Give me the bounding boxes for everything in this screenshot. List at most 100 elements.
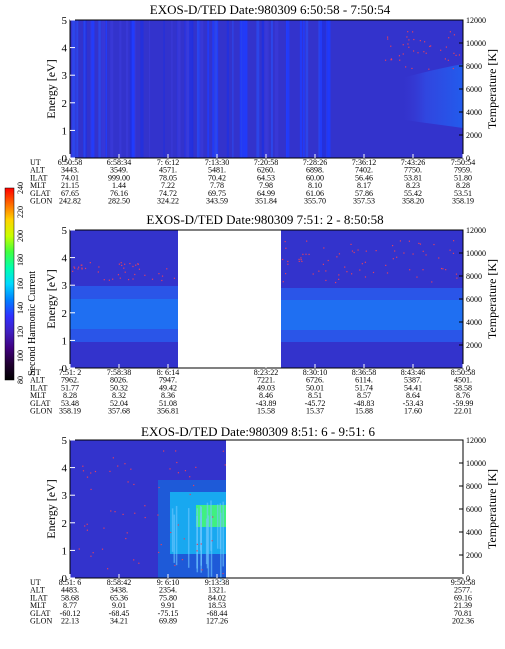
table-cell: 70.42 [208, 173, 226, 182]
heatmap-dot [390, 45, 392, 47]
table-cell: 34.21 [110, 617, 128, 626]
heatmap-dot [407, 31, 409, 33]
heatmap-dot [298, 258, 300, 260]
heatmap-dot [123, 267, 125, 269]
heatmap-dot [137, 263, 139, 265]
table-cell: 7750. [404, 166, 422, 175]
heatmap-dot [112, 278, 114, 280]
y-right-tick-label: 6000 [466, 295, 482, 304]
heatmap-dot [338, 253, 341, 255]
heatmap-dot [385, 264, 387, 266]
heatmap-dot [449, 31, 451, 33]
heatmap-dot [408, 240, 411, 242]
heatmap-dot [306, 240, 308, 242]
heatmap-stripe [303, 20, 305, 158]
table-cell: 74.72 [159, 189, 177, 198]
table-cell: 69.16 [454, 593, 472, 602]
y-right-tick-label: 6000 [466, 505, 482, 514]
table-cell: -53.43 [403, 399, 424, 408]
heatmap-dot [440, 267, 443, 270]
heatmap-dot [346, 271, 348, 273]
heatmap-dot [212, 516, 214, 518]
heatmap-dot [438, 257, 440, 259]
heatmap-dot [336, 256, 338, 258]
table-cell: 7:50:54 [451, 158, 475, 167]
heatmap-dot [412, 50, 415, 52]
heatmap-dot [144, 505, 146, 507]
heatmap-dot [90, 472, 92, 474]
heatmap-dot [132, 265, 134, 268]
colorbar-label: Second Harmonic Current [27, 271, 38, 376]
table-cell: 6:58:34 [107, 158, 131, 167]
panel-2-band-right-inner [281, 300, 463, 330]
y-tick-label: 0 [62, 153, 68, 165]
table-row-label: MLT [30, 181, 46, 190]
heatmap-dot [424, 41, 426, 43]
table-cell: 351.84 [255, 197, 277, 206]
y-tick-label: 2 [62, 308, 68, 320]
table-cell: 7:36:12 [352, 158, 376, 167]
table-cell: 7947. [159, 376, 177, 385]
heatmap-stripe [189, 20, 194, 158]
y-right-tick-label: 4000 [466, 528, 482, 537]
heatmap-streak [196, 515, 198, 569]
y-right-tick-label: 4000 [466, 318, 482, 327]
heatmap-stripe [214, 20, 218, 158]
table-cell: 2577. [454, 586, 472, 595]
y-tick-label: 2 [62, 518, 68, 530]
table-cell: 8.77 [63, 601, 77, 610]
heatmap-stripe [239, 20, 242, 158]
heatmap-dot [112, 457, 114, 459]
table-cell: 69.75 [208, 189, 226, 198]
heatmap-streak [222, 501, 224, 567]
panel-3-title: EXOS-D/TED Date:980309 8:51: 6 - 9:51: 6 [141, 424, 375, 439]
heatmap-stripe [270, 20, 273, 158]
table-cell: 7.78 [210, 181, 224, 190]
panel-3: EXOS-D/TED Date:980309 8:51: 6 - 9:51: 6… [30, 424, 499, 626]
heatmap-dot [455, 273, 458, 275]
heatmap-dot [425, 254, 427, 256]
heatmap-dot [298, 260, 300, 262]
heatmap-stripe [327, 20, 331, 158]
heatmap-dot [124, 263, 126, 265]
heatmap-dot [117, 274, 120, 276]
table-cell: 6898. [306, 166, 324, 175]
heatmap-stripe [72, 20, 76, 158]
heatmap-dot [81, 268, 83, 270]
table-cell: 8.46 [259, 391, 273, 400]
heatmap-dot [408, 39, 410, 41]
y-right-tick-label: 12000 [466, 16, 486, 25]
heatmap-dot [408, 46, 410, 48]
heatmap-dot [78, 548, 80, 550]
heatmap-dot [417, 52, 419, 54]
heatmap-dot [193, 484, 195, 487]
heatmap-streak [173, 514, 175, 563]
heatmap-dot [308, 253, 310, 256]
heatmap-dot [338, 278, 340, 280]
heatmap-dot [327, 259, 329, 262]
table-cell: 15.37 [306, 407, 324, 416]
heatmap-dot [390, 58, 393, 61]
heatmap-dot [455, 54, 457, 56]
heatmap-dot [305, 253, 307, 255]
table-cell: 3549. [110, 166, 128, 175]
table-row-label: ILAT [30, 383, 47, 392]
y-right-tick-label: 8000 [466, 62, 482, 71]
panel-1-y-axis: 0 1 2 3 4 5 [62, 15, 75, 165]
table-cell: -68.44 [207, 609, 228, 618]
table-cell: 50.01 [306, 383, 324, 392]
table-cell: 54.41 [404, 383, 422, 392]
heatmap-stripe [76, 20, 79, 158]
table-cell: 355.70 [304, 197, 326, 206]
panel-1-dots [384, 31, 461, 70]
table-cell: 8.76 [456, 391, 470, 400]
heatmap-dot [422, 250, 424, 252]
table-row-label: GLON [30, 197, 52, 206]
heatmap-dot [318, 270, 320, 272]
heatmap-dot [411, 67, 413, 70]
heatmap-dot [407, 43, 409, 45]
heatmap-stripe [110, 20, 114, 158]
table-cell: 7:51: 2 [59, 368, 81, 377]
table-cell: 9.01 [112, 601, 126, 610]
colorbar-gradient [4, 187, 15, 381]
